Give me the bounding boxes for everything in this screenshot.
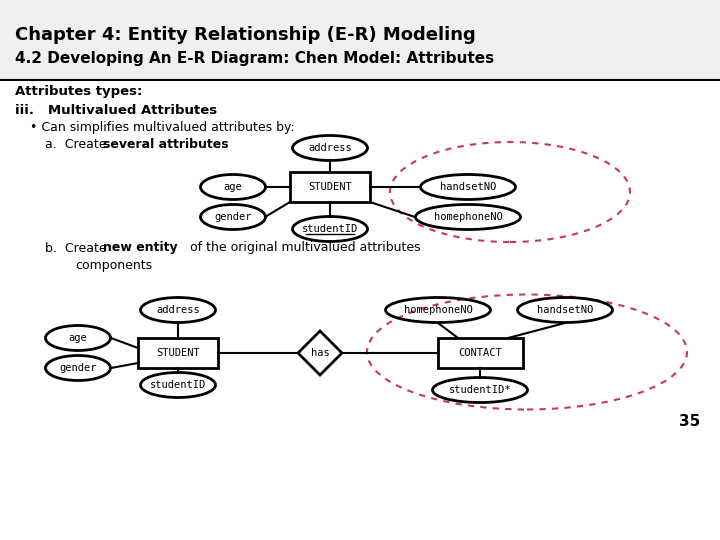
FancyBboxPatch shape <box>290 172 370 202</box>
Text: iii.   Multivalued Attributes: iii. Multivalued Attributes <box>15 104 217 117</box>
Text: STUDENT: STUDENT <box>308 182 352 192</box>
Text: gender: gender <box>59 363 96 373</box>
Text: handsetNO: handsetNO <box>537 305 593 315</box>
Text: studentID: studentID <box>150 380 206 390</box>
FancyBboxPatch shape <box>0 0 720 80</box>
Text: CONTACT: CONTACT <box>458 348 502 358</box>
Text: studentID: studentID <box>302 224 358 234</box>
Text: address: address <box>156 305 200 315</box>
Text: gender: gender <box>215 212 252 222</box>
Text: a.  Create: a. Create <box>45 138 110 151</box>
Text: Chapter 4: Entity Relationship (E-R) Modeling: Chapter 4: Entity Relationship (E-R) Mod… <box>15 26 476 44</box>
Text: new entity: new entity <box>103 241 178 254</box>
Text: Attributes types:: Attributes types: <box>15 85 143 98</box>
Text: • Can simplifies multivalued attributes by:: • Can simplifies multivalued attributes … <box>30 120 294 133</box>
Text: handsetNO: handsetNO <box>440 182 496 192</box>
FancyBboxPatch shape <box>138 338 218 368</box>
Text: age: age <box>224 182 243 192</box>
Text: homephoneNO: homephoneNO <box>404 305 472 315</box>
Polygon shape <box>298 331 342 375</box>
Text: age: age <box>68 333 87 343</box>
Text: has: has <box>310 348 329 358</box>
Text: 4.2 Developing An E-R Diagram: Chen Model: Attributes: 4.2 Developing An E-R Diagram: Chen Mode… <box>15 51 494 65</box>
Text: components: components <box>75 259 152 272</box>
Text: b.  Create: b. Create <box>45 241 111 254</box>
Text: of the original multivalued attributes: of the original multivalued attributes <box>186 241 420 254</box>
FancyBboxPatch shape <box>438 338 523 368</box>
Text: STUDENT: STUDENT <box>156 348 200 358</box>
Text: studentID*: studentID* <box>449 385 511 395</box>
Text: address: address <box>308 143 352 153</box>
Text: several attributes: several attributes <box>103 138 229 151</box>
Text: homephoneNO: homephoneNO <box>433 212 503 222</box>
Text: 35: 35 <box>679 415 700 429</box>
